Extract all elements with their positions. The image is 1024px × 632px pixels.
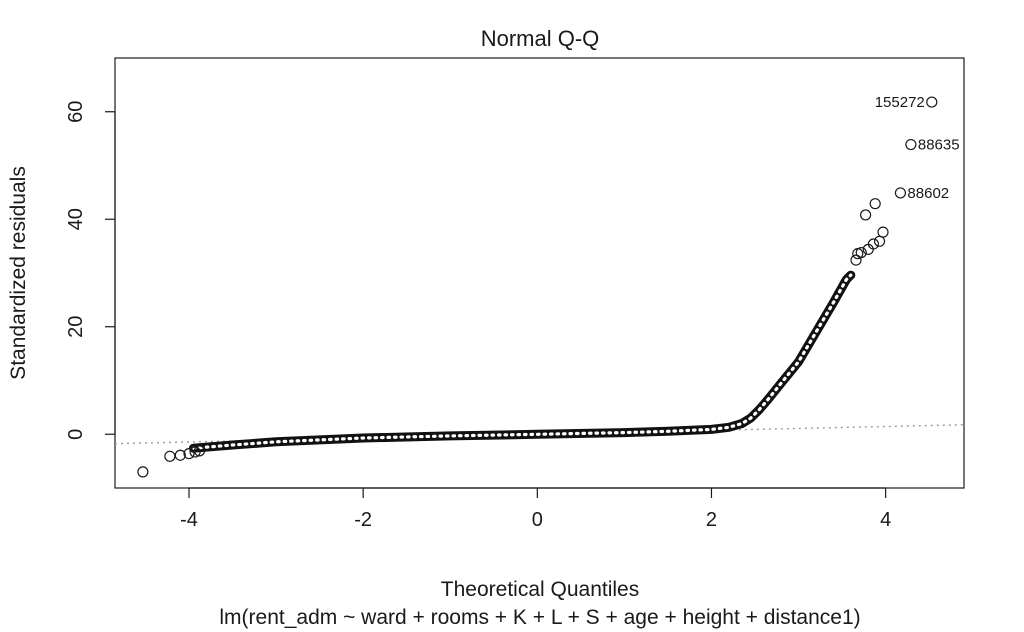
qq-points-band	[188, 270, 856, 453]
qq-point-labeled	[894, 187, 907, 199]
chart-subtitle: lm(rent_adm ~ ward + rooms + K + L + S +…	[219, 606, 860, 629]
y-tick-label: 60	[65, 101, 87, 123]
x-tick-label: 4	[880, 509, 891, 531]
qq-point	[137, 466, 149, 478]
qq-point	[873, 235, 886, 247]
qq-point	[852, 248, 864, 260]
qq-point	[193, 445, 206, 457]
point-label: 155272	[875, 94, 925, 111]
x-tick-label: 2	[706, 509, 717, 531]
qq-point	[164, 450, 176, 462]
qq-points-band-highlight	[191, 273, 853, 450]
x-tick-label: 0	[532, 509, 543, 531]
chart-title: Normal Q-Q	[481, 26, 600, 51]
qq-point	[862, 243, 874, 255]
qq-point-labeled	[926, 96, 938, 108]
point-label: 88635	[918, 137, 960, 154]
y-tick-label: 40	[65, 208, 87, 230]
y-tick-label: 20	[65, 316, 87, 338]
qq-point	[860, 209, 872, 221]
qq-point	[850, 254, 862, 266]
x-tick-label: -2	[354, 509, 372, 531]
qq-point	[869, 198, 881, 210]
y-tick-label: 0	[65, 429, 87, 440]
plot-frame	[114, 57, 965, 489]
qq-point	[877, 226, 889, 238]
x-axis-label: Theoretical Quantiles	[441, 578, 639, 601]
x-tick-label: -4	[180, 509, 198, 531]
qq-point	[174, 449, 186, 461]
qq-point-labeled	[905, 138, 917, 151]
point-label: 88602	[907, 185, 949, 202]
qq-point	[183, 448, 195, 460]
y-axis-label: Standardized residuals	[7, 166, 30, 380]
qq-point	[189, 446, 201, 458]
